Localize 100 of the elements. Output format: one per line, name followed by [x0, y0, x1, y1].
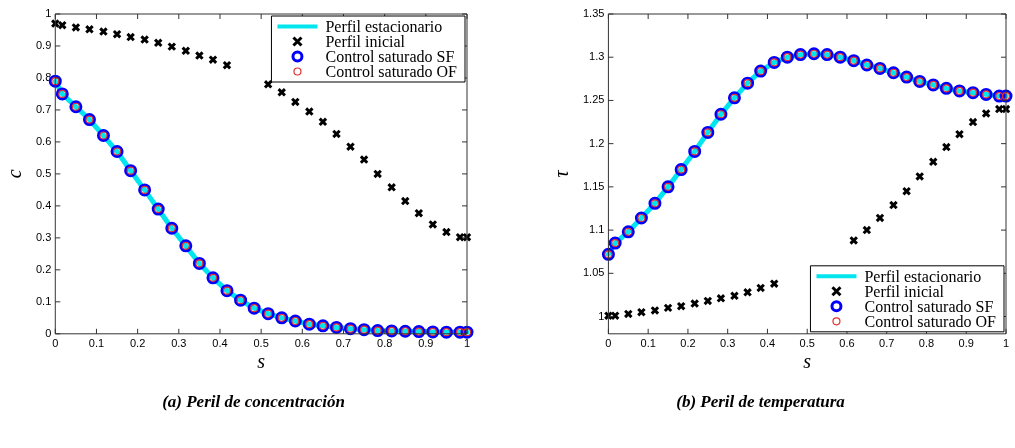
point [623, 309, 633, 319]
point [462, 232, 472, 242]
x-tick-label: 0.4 [759, 337, 776, 350]
point [372, 169, 383, 179]
point [742, 287, 753, 297]
y-tick-label: 1.15 [582, 179, 605, 192]
x-tick-label: 0.5 [799, 337, 815, 350]
point [277, 87, 287, 98]
point [304, 106, 314, 117]
x-tick-label: 0.1 [88, 337, 105, 350]
y-tick-label: 0.6 [35, 134, 52, 147]
x-tick-label: 0.9 [418, 337, 434, 350]
point [414, 208, 424, 218]
y-tick-label: 1 [45, 7, 52, 20]
point [849, 235, 859, 246]
point [125, 32, 136, 42]
x-tick-label: 0.9 [958, 337, 974, 350]
point [84, 24, 95, 35]
y-tick-label: 1.2 [589, 136, 605, 149]
point [676, 301, 686, 311]
legend-label: Control saturado OF [864, 312, 997, 330]
point [181, 46, 191, 56]
x-tick-label: 0.6 [839, 337, 855, 350]
legend-label: Control saturado SF [325, 47, 455, 65]
x-tick-label: 0.6 [294, 337, 310, 350]
point [112, 29, 122, 39]
y-tick-label: 0.3 [35, 230, 52, 243]
x-tick-label: 0.2 [129, 337, 146, 350]
point [610, 310, 620, 321]
point [954, 129, 965, 139]
y-tick-label: 1.35 [582, 7, 605, 20]
point [690, 298, 700, 309]
point [153, 38, 163, 48]
point [194, 50, 205, 61]
point [862, 225, 872, 235]
x-tick-label: 0.3 [720, 337, 736, 350]
y-axis-title: c [3, 169, 26, 179]
y-tick-label: 0.7 [35, 102, 52, 115]
point [928, 157, 938, 167]
x-tick-label: 1 [463, 337, 471, 350]
point [650, 305, 660, 316]
point [1001, 104, 1011, 114]
legend-label: Perfil inicial [325, 32, 406, 50]
point [716, 293, 726, 304]
point [455, 232, 465, 242]
point [994, 104, 1004, 114]
x-tick-label: 0.7 [879, 337, 895, 350]
y-tick-label: 1.1 [589, 223, 605, 236]
point [636, 307, 647, 317]
y-tick-label: 0.4 [35, 198, 52, 211]
x-tick-label: 0.7 [335, 337, 352, 350]
x-tick-label: 0.4 [212, 337, 228, 350]
point [769, 278, 779, 289]
point [756, 283, 766, 293]
legend-label: Perfil estacionario [864, 267, 982, 285]
text: (a) Peril de concentración [161, 392, 346, 412]
y-tick-label: 1 [598, 309, 605, 322]
y-tick-label: 1.05 [582, 266, 605, 279]
point [441, 227, 452, 237]
point [968, 117, 978, 127]
point [71, 22, 81, 33]
point [888, 200, 899, 210]
point [663, 303, 673, 313]
legend-label: Control saturado OF [325, 62, 458, 80]
point [208, 55, 218, 65]
point [167, 41, 177, 52]
legend-label: Perfil inicial [864, 282, 945, 300]
y-tick-label: 1.3 [589, 50, 605, 63]
x-tick-label: 0.5 [253, 337, 269, 350]
x-axis-title: s [257, 350, 266, 373]
y-tick-label: 0.2 [35, 262, 52, 275]
point [428, 219, 438, 230]
text: (b) Peril de temperatura [675, 392, 846, 412]
point [359, 154, 369, 165]
point [139, 34, 150, 45]
y-tick-label: 1.25 [582, 93, 605, 106]
x-tick-label: 0.1 [640, 337, 656, 350]
point [290, 97, 300, 107]
point [263, 79, 273, 90]
point [386, 182, 397, 193]
point [875, 213, 885, 223]
x-tick-label: 0.8 [377, 337, 393, 350]
y-tick-label: 0 [45, 326, 52, 339]
point [941, 142, 952, 152]
point [703, 296, 713, 306]
x-axis-title: s [803, 350, 812, 373]
point [400, 196, 410, 206]
x-tick-label: 1 [1002, 337, 1010, 350]
point [915, 171, 925, 182]
point [222, 60, 232, 70]
point [331, 129, 342, 139]
point [57, 20, 67, 30]
x-tick-label: 0.2 [680, 337, 696, 350]
point [98, 26, 109, 37]
legend-label: Perfil estacionario [325, 17, 443, 35]
legend-label: Control saturado SF [864, 297, 994, 315]
y-tick-label: 0.1 [35, 294, 52, 307]
point [729, 291, 740, 301]
x-tick-label: 0.3 [171, 337, 187, 350]
y-tick-label: 0.5 [35, 166, 52, 179]
